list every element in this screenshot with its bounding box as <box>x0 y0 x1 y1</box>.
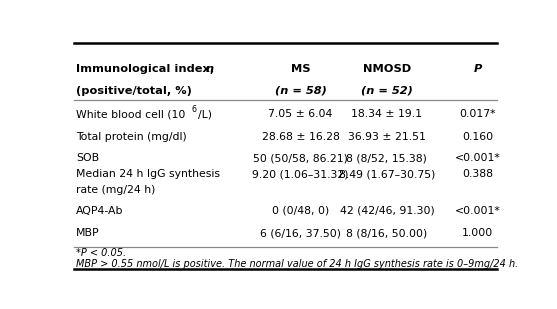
Text: rate (mg/24 h): rate (mg/24 h) <box>76 185 155 195</box>
Text: NMOSD: NMOSD <box>363 64 411 74</box>
Text: (n = 52): (n = 52) <box>361 86 413 95</box>
Text: Total protein (mg/dl): Total protein (mg/dl) <box>76 132 187 142</box>
Text: 50 (50/58, 86.21): 50 (50/58, 86.21) <box>253 154 348 163</box>
Text: SOB: SOB <box>76 154 99 163</box>
Text: 36.93 ± 21.51: 36.93 ± 21.51 <box>348 132 426 142</box>
Text: 8 (8/52, 15.38): 8 (8/52, 15.38) <box>346 154 427 163</box>
Text: *P < 0.05.: *P < 0.05. <box>76 248 126 258</box>
Text: 0 (0/48, 0): 0 (0/48, 0) <box>272 206 329 216</box>
Text: 8.49 (1.67–30.75): 8.49 (1.67–30.75) <box>339 169 435 179</box>
Text: 6 (6/16, 37.50): 6 (6/16, 37.50) <box>260 228 341 238</box>
Text: 18.34 ± 19.1: 18.34 ± 19.1 <box>351 109 422 119</box>
Text: Immunological index,: Immunological index, <box>76 64 218 74</box>
Text: 0.160: 0.160 <box>462 132 493 142</box>
Text: Median 24 h IgG synthesis: Median 24 h IgG synthesis <box>76 169 220 179</box>
Text: White blood cell (10: White blood cell (10 <box>76 109 185 119</box>
Text: MS: MS <box>291 64 310 74</box>
Text: 1.000: 1.000 <box>462 228 493 238</box>
Text: MBP > 0.55 nmol/L is positive. The normal value of 24 h IgG synthesis rate is 0–: MBP > 0.55 nmol/L is positive. The norma… <box>76 259 519 269</box>
Text: (n = 58): (n = 58) <box>275 86 326 95</box>
Text: 28.68 ± 16.28: 28.68 ± 16.28 <box>262 132 340 142</box>
Text: 6: 6 <box>192 105 197 114</box>
Text: 0.017*: 0.017* <box>460 109 496 119</box>
Text: P: P <box>473 64 482 74</box>
Text: 8 (8/16, 50.00): 8 (8/16, 50.00) <box>346 228 428 238</box>
Text: 9.20 (1.06–31.32): 9.20 (1.06–31.32) <box>252 169 349 179</box>
Text: 42 (42/46, 91.30): 42 (42/46, 91.30) <box>340 206 434 216</box>
Text: /L): /L) <box>198 109 212 119</box>
Text: <0.001*: <0.001* <box>455 206 500 216</box>
Text: n: n <box>206 64 214 74</box>
Text: (positive/total, %): (positive/total, %) <box>76 86 192 95</box>
Text: MBP: MBP <box>76 228 100 238</box>
Text: AQP4-Ab: AQP4-Ab <box>76 206 124 216</box>
Text: 7.05 ± 6.04: 7.05 ± 6.04 <box>268 109 333 119</box>
Text: <0.001*: <0.001* <box>455 154 500 163</box>
Text: 0.388: 0.388 <box>462 169 493 179</box>
